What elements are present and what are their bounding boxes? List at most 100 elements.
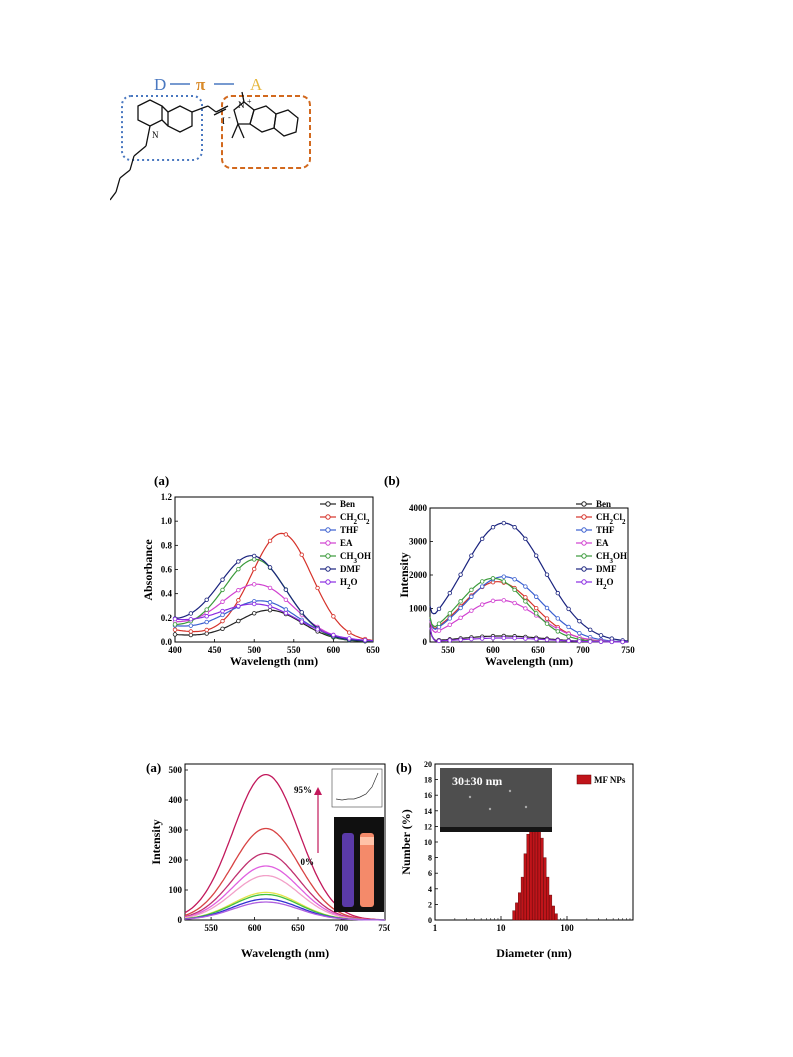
fig1b-xlabel: Wavelength (nm)	[485, 654, 573, 668]
legend-marker-6	[325, 579, 331, 585]
fig1a-point-6	[283, 610, 289, 616]
fig1a-point-1	[299, 552, 304, 557]
fig1a-point-6	[299, 619, 304, 624]
fig1a-point-6	[172, 616, 178, 622]
fig2a-plot-frame	[184, 763, 386, 921]
x-tick-label: 400	[168, 645, 182, 655]
fig1a-point-6	[236, 603, 241, 609]
fig1b-point-5	[469, 553, 474, 558]
legend-marker-0	[581, 501, 587, 507]
fig1a-series-line-2	[174, 600, 374, 642]
legend-label-3: EA	[596, 538, 609, 548]
fig1a-point-2	[220, 612, 225, 618]
fig1b-point-5	[490, 525, 496, 530]
fig2a-series-line-8	[184, 901, 385, 921]
vinyl-bridge	[207, 105, 229, 116]
y-tick-label: 4000	[409, 503, 428, 513]
fig2b-ylabel: Number (%)	[400, 809, 413, 874]
y-tick-label: 0.4	[161, 589, 173, 599]
fig1a-point-1	[267, 538, 273, 544]
fig1b-point-1	[544, 616, 550, 621]
y-tick-label: 20	[424, 760, 432, 769]
x-tick-label: 550	[441, 645, 455, 655]
fig1b-point-2	[501, 574, 506, 579]
fig1b-point-4	[490, 576, 496, 581]
fig2b-bar	[540, 837, 544, 921]
y-tick-label: 1.0	[161, 516, 173, 526]
y-tick-label: 0.8	[161, 540, 173, 550]
fig1a-point-0	[236, 618, 241, 624]
fig1b-point-5	[533, 553, 539, 558]
fig1b-point-1	[533, 605, 539, 611]
fig1b-point-6	[598, 639, 604, 644]
fig1a-point-3	[251, 582, 257, 587]
fig1a-point-1	[204, 627, 209, 633]
fig1b-point-3	[490, 598, 496, 604]
fig1b-point-3	[458, 615, 463, 621]
y-tick-label: 1.2	[161, 492, 173, 502]
fig1a-point-2	[188, 623, 194, 628]
y-tick-label: 0	[428, 916, 432, 925]
legend-label-0: Ben	[340, 499, 355, 509]
legend-label-3: EA	[340, 538, 353, 548]
y-tick-label: 0.2	[161, 613, 173, 623]
fig1b-point-2	[555, 616, 560, 621]
fig2b-legend: MF NPs	[576, 774, 626, 785]
fig2-panel-b-label: (b)	[396, 760, 412, 775]
y-tick-label: 2	[428, 900, 432, 909]
fig1a-point-5	[251, 553, 257, 559]
fig1b-series-line-6	[429, 627, 628, 643]
y-tick-label: 300	[169, 825, 183, 835]
fig1a-point-0	[251, 611, 257, 616]
fig1b-point-3	[523, 606, 528, 611]
y-tick-label: 400	[169, 795, 183, 805]
fig1a-point-2	[267, 600, 273, 605]
fig1a-point-0	[220, 626, 225, 631]
legend-label-6: H2O	[340, 577, 358, 591]
fig1a-point-5	[299, 610, 304, 615]
fig1b-point-4	[533, 611, 539, 616]
fig1b-point-5	[577, 618, 582, 624]
fig1a-point-6	[188, 617, 194, 622]
acceptor-box	[221, 95, 311, 169]
fig1a-point-3	[220, 599, 225, 604]
fig1a-point-6	[220, 608, 225, 614]
fig1b-point-3	[436, 628, 442, 633]
fig1a-point-6	[331, 632, 336, 638]
fig1a-point-1	[251, 566, 257, 572]
fig1a-point-6	[347, 636, 352, 641]
fig1b-point-5	[598, 633, 604, 638]
donor-n-atom: N	[152, 130, 159, 140]
fig2b-bar	[546, 876, 550, 921]
y-tick-label: 0.6	[161, 565, 173, 575]
label-d: D	[154, 75, 166, 94]
fig1a-ylabel: Absorbance	[141, 539, 155, 601]
label-a: A	[250, 75, 263, 94]
carbazole-donor	[110, 99, 209, 201]
x-tick-label: 600	[248, 923, 262, 933]
x-tick-label: 10	[497, 923, 507, 933]
fig1a-absorbance-chart: 400 450 500 550 600 6500.00.20.40.60.81.01.2 …	[141, 492, 380, 668]
fig2a-inset-plot	[331, 768, 383, 808]
legend-marker-4	[325, 553, 331, 559]
legend-marker-2	[325, 527, 331, 533]
fig1b-point-3	[447, 622, 452, 627]
fig1a-point-6	[204, 614, 209, 619]
fig2a-arrow-head	[314, 787, 322, 795]
acceptor-charge: +	[247, 97, 252, 106]
fig1b-point-5	[523, 536, 528, 542]
fig1a-point-5	[220, 577, 225, 582]
fig1b-point-5	[544, 572, 550, 577]
fig1b-point-3	[469, 608, 474, 613]
fig1b-point-6	[620, 639, 625, 645]
x-tick-label: 550	[287, 645, 301, 655]
fig1a-point-5	[236, 559, 241, 564]
y-tick-label: 3000	[409, 537, 428, 547]
fig1b-point-5	[447, 590, 452, 596]
donor-box	[121, 95, 203, 161]
fig1b-point-6	[523, 636, 528, 641]
x-tick-label: 700	[335, 923, 349, 933]
fig1b-point-5	[566, 606, 571, 612]
fig2b-bar	[520, 876, 524, 921]
fig1b-point-4	[566, 634, 571, 639]
